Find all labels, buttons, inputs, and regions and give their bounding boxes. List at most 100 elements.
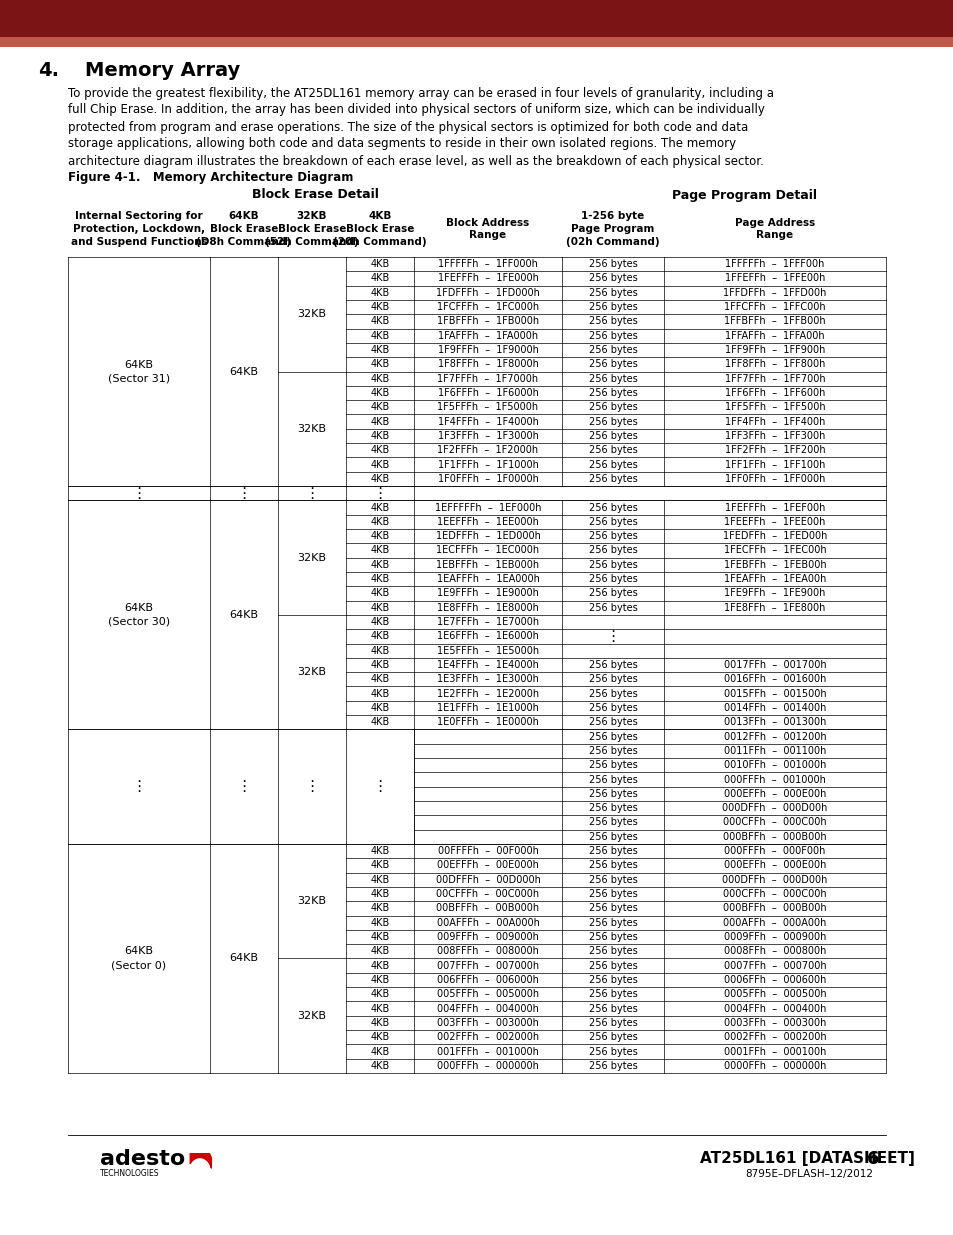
- Text: 1F7FFFh  –  1F7000h: 1F7FFFh – 1F7000h: [437, 374, 538, 384]
- Text: 256 bytes: 256 bytes: [588, 946, 637, 956]
- Text: 4KB: 4KB: [370, 559, 389, 569]
- Text: 256 bytes: 256 bytes: [588, 1018, 637, 1028]
- Text: 4KB: 4KB: [370, 861, 389, 871]
- Text: 4KB: 4KB: [370, 631, 389, 641]
- Text: 4KB: 4KB: [370, 618, 389, 627]
- Text: 4KB: 4KB: [370, 531, 389, 541]
- Text: 4KB: 4KB: [370, 1046, 389, 1056]
- Text: 001FFFh  –  001000h: 001FFFh – 001000h: [436, 1046, 538, 1056]
- Text: 6: 6: [866, 1150, 879, 1168]
- Text: 0006FFh  –  000600h: 0006FFh – 000600h: [723, 974, 825, 986]
- Text: 0003FFh  –  000300h: 0003FFh – 000300h: [723, 1018, 825, 1028]
- Text: 009FFFh  –  009000h: 009FFFh – 009000h: [436, 932, 538, 942]
- Text: 64KB
(Sector 31): 64KB (Sector 31): [108, 359, 170, 384]
- Text: 00BFFFh  –  00B000h: 00BFFFh – 00B000h: [436, 903, 539, 914]
- Text: 0000FFh  –  000000h: 0000FFh – 000000h: [723, 1061, 825, 1071]
- Text: 256 bytes: 256 bytes: [588, 345, 637, 354]
- Text: ⋮: ⋮: [132, 779, 147, 794]
- Text: 4KB: 4KB: [370, 388, 389, 398]
- Text: 256 bytes: 256 bytes: [588, 316, 637, 326]
- Text: 00AFFFh  –  00A000h: 00AFFFh – 00A000h: [436, 918, 538, 927]
- Text: 64KB: 64KB: [230, 367, 258, 377]
- Text: 1FF4FFh  –  1FF400h: 1FF4FFh – 1FF400h: [724, 416, 824, 426]
- Text: ⋮: ⋮: [132, 485, 147, 500]
- Text: storage applications, allowing both code and data segments to reside in their ow: storage applications, allowing both code…: [68, 137, 736, 151]
- Text: 8795E–DFLASH–12/2012: 8795E–DFLASH–12/2012: [744, 1170, 872, 1179]
- Text: 256 bytes: 256 bytes: [588, 416, 637, 426]
- Text: 4KB: 4KB: [370, 516, 389, 527]
- Text: 1F0FFFh  –  1F0000h: 1F0FFFh – 1F0000h: [437, 474, 537, 484]
- Text: 256 bytes: 256 bytes: [588, 546, 637, 556]
- Text: 256 bytes: 256 bytes: [588, 832, 637, 842]
- Text: Figure 4-1.   Memory Architecture Diagram: Figure 4-1. Memory Architecture Diagram: [68, 170, 353, 184]
- Text: 1FF5FFh  –  1FF500h: 1FF5FFh – 1FF500h: [724, 403, 824, 412]
- Text: 1FBFFFh  –  1FB000h: 1FBFFFh – 1FB000h: [436, 316, 538, 326]
- Text: 4KB: 4KB: [370, 932, 389, 942]
- Text: 4KB: 4KB: [370, 588, 389, 599]
- Text: 1FF8FFh  –  1FF800h: 1FF8FFh – 1FF800h: [724, 359, 824, 369]
- Bar: [0, 0, 953, 37]
- Text: 002FFFh  –  002000h: 002FFFh – 002000h: [436, 1032, 538, 1042]
- Text: 256 bytes: 256 bytes: [588, 789, 637, 799]
- Text: 256 bytes: 256 bytes: [588, 889, 637, 899]
- Text: 1FFCFFh  –  1FFC00h: 1FFCFFh – 1FFC00h: [723, 303, 825, 312]
- Text: 256 bytes: 256 bytes: [588, 932, 637, 942]
- Text: 1EFFFFFh  –  1EF000h: 1EFFFFFh – 1EF000h: [435, 503, 540, 513]
- Text: 1E1FFFh  –  1E1000h: 1E1FFFh – 1E1000h: [436, 703, 538, 713]
- Text: 256 bytes: 256 bytes: [588, 803, 637, 813]
- Text: 4KB: 4KB: [370, 359, 389, 369]
- Text: 006FFFh  –  006000h: 006FFFh – 006000h: [436, 974, 538, 986]
- Text: 00CFFFh  –  00C000h: 00CFFFh – 00C000h: [436, 889, 539, 899]
- Text: 256 bytes: 256 bytes: [588, 761, 637, 771]
- Text: 1E3FFFh  –  1E3000h: 1E3FFFh – 1E3000h: [436, 674, 538, 684]
- Text: 1FEFFFh  –  1FEF00h: 1FEFFFh – 1FEF00h: [724, 503, 824, 513]
- Text: TECHNOLOGIES: TECHNOLOGIES: [100, 1170, 159, 1178]
- Text: 4KB: 4KB: [370, 345, 389, 354]
- Text: 64KB
(Sector 0): 64KB (Sector 0): [112, 946, 167, 971]
- Text: 4KB: 4KB: [370, 416, 389, 426]
- Text: 1FEDFFh  –  1FED00h: 1FEDFFh – 1FED00h: [722, 531, 826, 541]
- Text: 004FFFh  –  004000h: 004FFFh – 004000h: [436, 1004, 538, 1014]
- Text: 4KB: 4KB: [370, 403, 389, 412]
- Text: 4KB: 4KB: [370, 273, 389, 284]
- Text: 1F9FFFh  –  1F9000h: 1F9FFFh – 1F9000h: [437, 345, 537, 354]
- Text: 1EAFFFh  –  1EA000h: 1EAFFFh – 1EA000h: [436, 574, 538, 584]
- Text: 256 bytes: 256 bytes: [588, 459, 637, 469]
- Text: 0009FFh  –  000900h: 0009FFh – 000900h: [723, 932, 825, 942]
- Text: 4KB: 4KB: [370, 674, 389, 684]
- Text: 0012FFh  –  001200h: 0012FFh – 001200h: [723, 731, 825, 741]
- Text: 1FFBFFh  –  1FFB00h: 1FFBFFh – 1FFB00h: [723, 316, 825, 326]
- Text: 1FFFFFh  –  1FFF00h: 1FFFFFh – 1FFF00h: [724, 259, 823, 269]
- Text: 1FEFFFh  –  1FE000h: 1FEFFFh – 1FE000h: [437, 273, 537, 284]
- Text: 00DFFFh  –  00D000h: 00DFFFh – 00D000h: [436, 874, 539, 884]
- Text: 4KB: 4KB: [370, 1018, 389, 1028]
- Text: ⋮: ⋮: [236, 779, 252, 794]
- Text: 1FF0FFh  –  1FF000h: 1FF0FFh – 1FF000h: [724, 474, 824, 484]
- Text: ⋮: ⋮: [304, 485, 319, 500]
- Text: 4KB: 4KB: [370, 503, 389, 513]
- Text: 256 bytes: 256 bytes: [588, 588, 637, 599]
- Text: 256 bytes: 256 bytes: [588, 574, 637, 584]
- Text: 256 bytes: 256 bytes: [588, 388, 637, 398]
- Text: 32KB: 32KB: [297, 309, 326, 320]
- Text: 4KB: 4KB: [370, 659, 389, 671]
- Text: 0011FFh  –  001100h: 0011FFh – 001100h: [723, 746, 825, 756]
- Text: architecture diagram illustrates the breakdown of each erase level, as well as t: architecture diagram illustrates the bre…: [68, 154, 763, 168]
- Text: 256 bytes: 256 bytes: [588, 503, 637, 513]
- Text: 1FECFFh  –  1FEC00h: 1FECFFh – 1FEC00h: [723, 546, 825, 556]
- Text: 1FEEFFh  –  1FEE00h: 1FEEFFh – 1FEE00h: [723, 516, 825, 527]
- Text: 1E6FFFh  –  1E6000h: 1E6FFFh – 1E6000h: [436, 631, 538, 641]
- Text: 1FF3FFh  –  1FF300h: 1FF3FFh – 1FF300h: [724, 431, 824, 441]
- Text: 4KB: 4KB: [370, 459, 389, 469]
- Text: 1FCFFFh  –  1FC000h: 1FCFFFh – 1FC000h: [436, 303, 538, 312]
- Text: 1E8FFFh  –  1E8000h: 1E8FFFh – 1E8000h: [436, 603, 538, 613]
- Text: 4KB: 4KB: [370, 1061, 389, 1071]
- Text: AT25DL161 [DATASHEET]: AT25DL161 [DATASHEET]: [700, 1151, 914, 1167]
- Text: Block Address
Range: Block Address Range: [446, 217, 529, 241]
- Text: 000FFFh  –  000F00h: 000FFFh – 000F00h: [723, 846, 825, 856]
- Text: 0001FFh  –  000100h: 0001FFh – 000100h: [723, 1046, 825, 1056]
- Text: 32KB: 32KB: [297, 897, 326, 906]
- Text: 1EEFFFh  –  1EE000h: 1EEFFFh – 1EE000h: [436, 516, 538, 527]
- Text: 256 bytes: 256 bytes: [588, 559, 637, 569]
- Text: 256 bytes: 256 bytes: [588, 531, 637, 541]
